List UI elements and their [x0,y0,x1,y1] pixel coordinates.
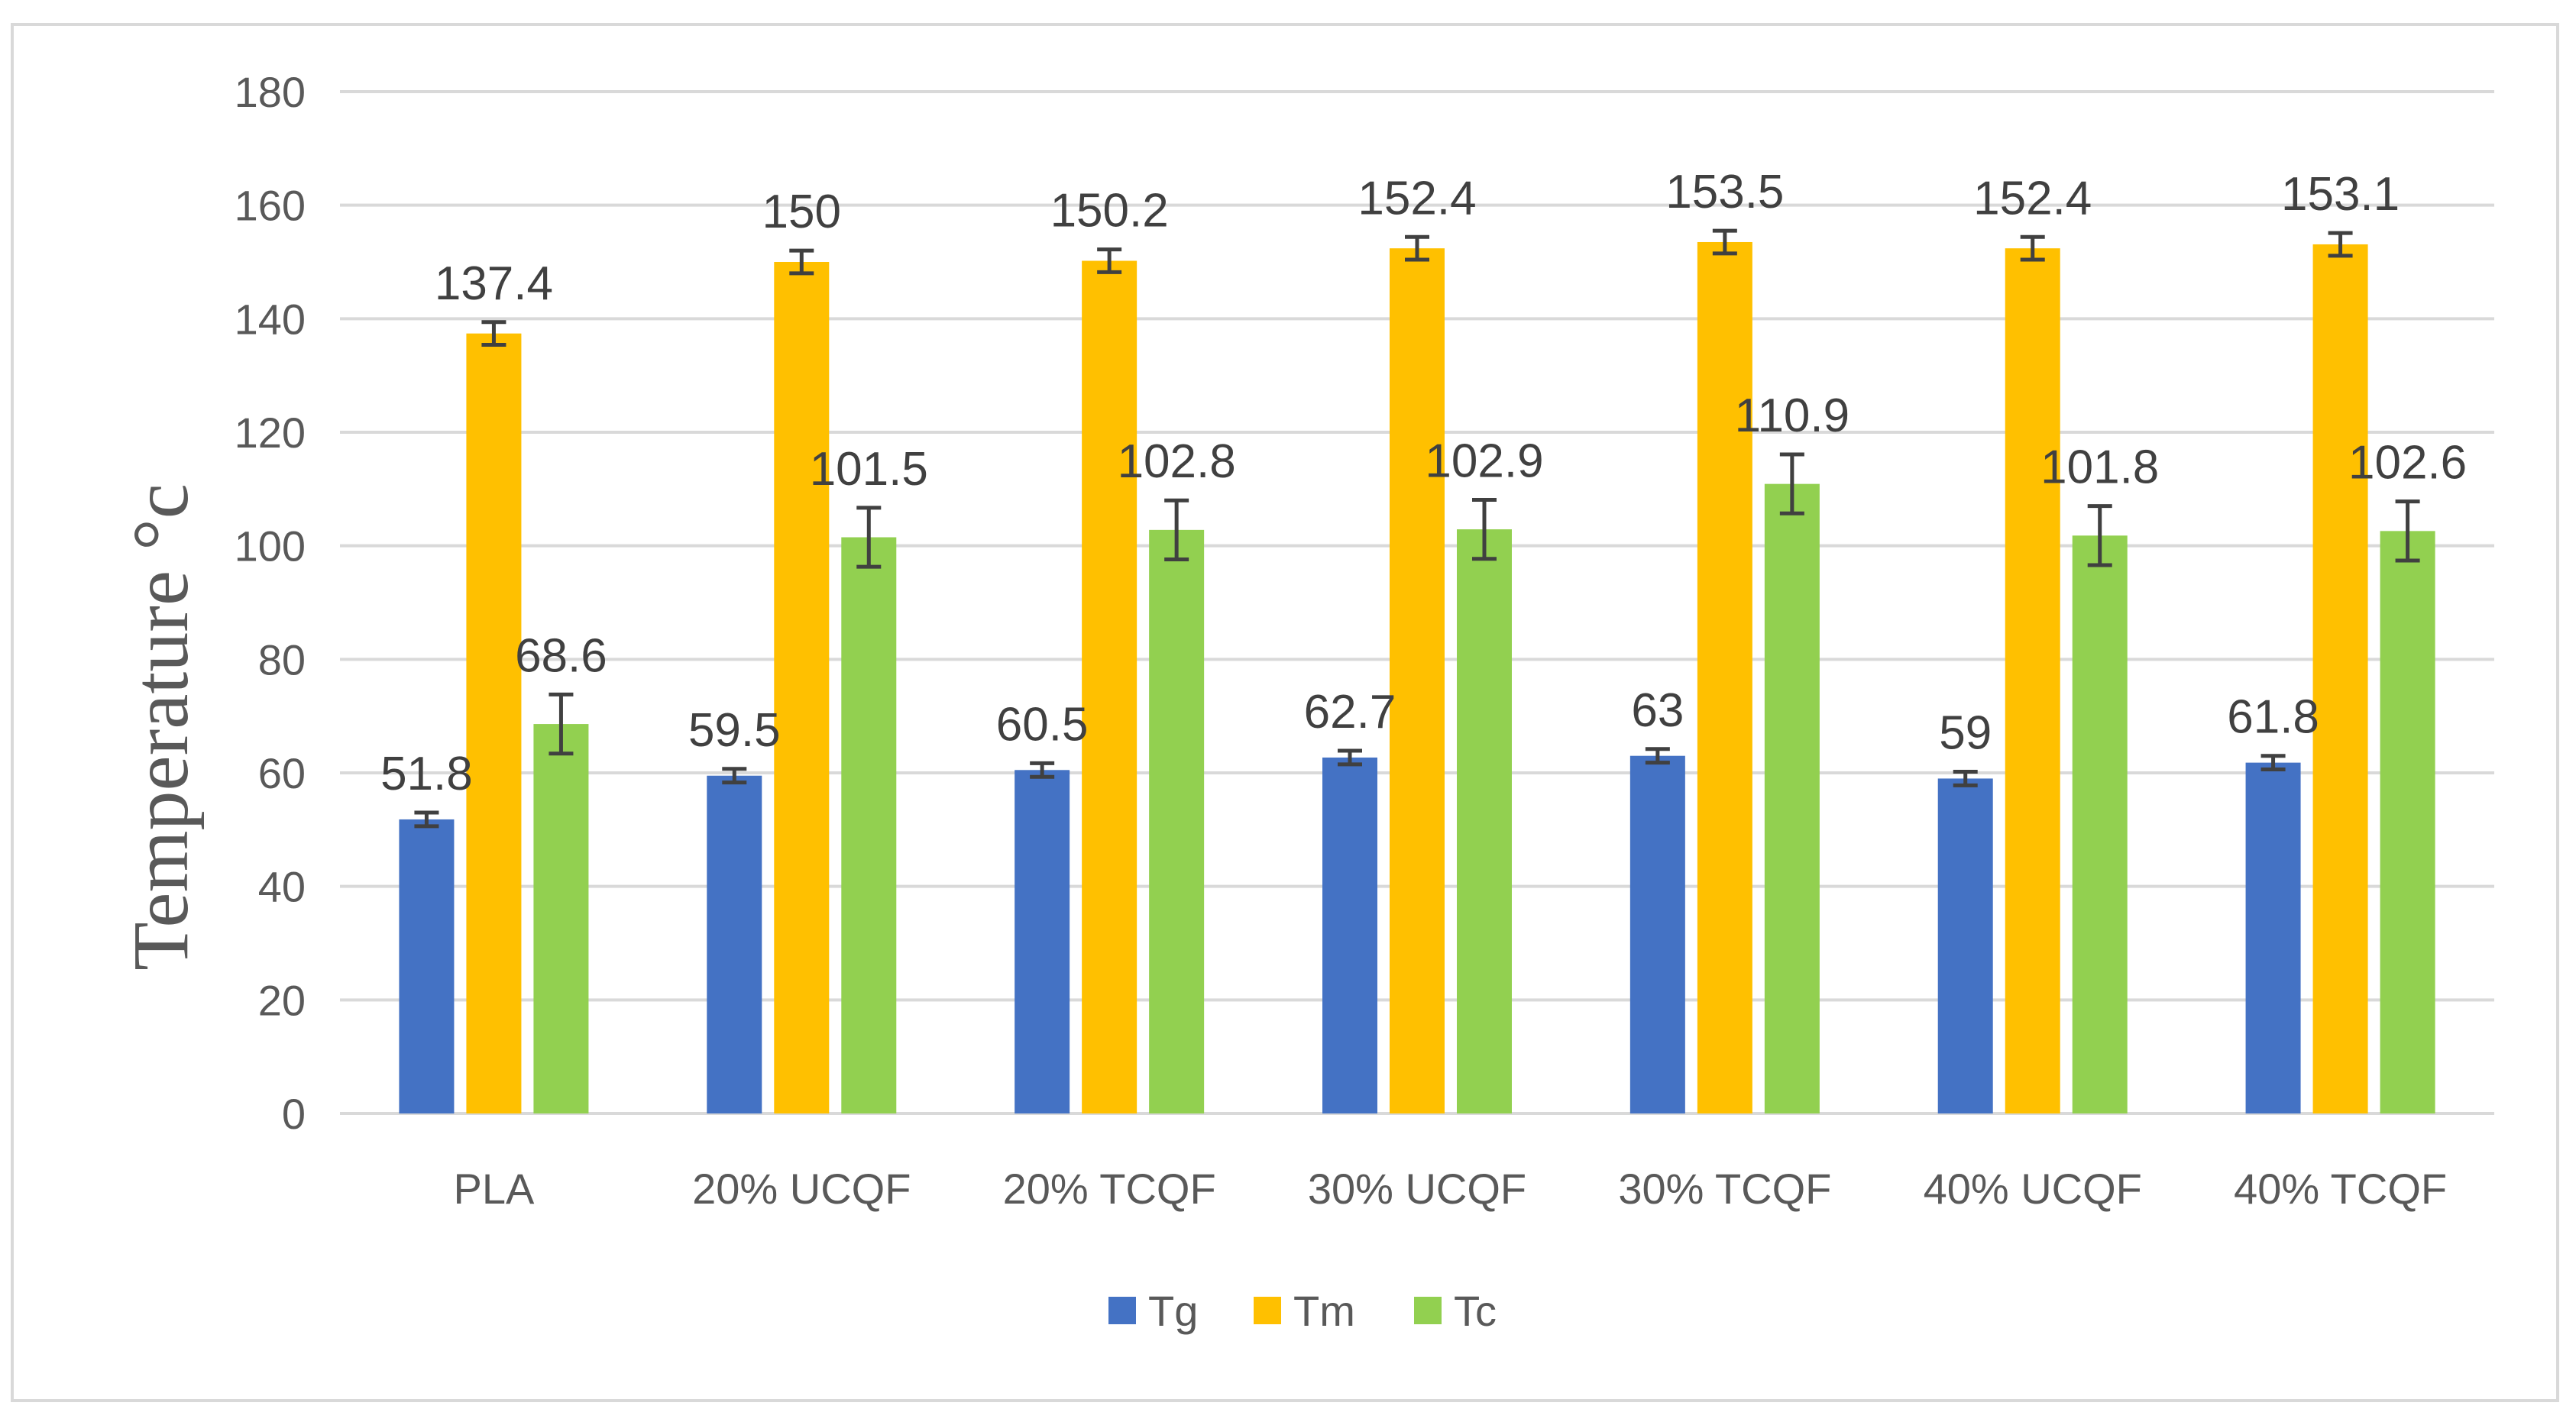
legend-swatch-tm [1254,1297,1281,1324]
data-label: 59 [1939,707,1992,760]
bar-tc [2380,531,2435,1113]
bar-tm [2312,244,2368,1113]
bar-tc [1764,483,1820,1113]
x-axis-categories: PLA 20% UCQF 20% TCQF 30% UCQF 30% TCQF 40% U… [453,1165,2447,1213]
y-tick-label: 80 [258,635,306,684]
bar-tg [1937,778,1993,1113]
y-tick-label: 60 [258,749,306,797]
legend-swatch-tc [1414,1297,1442,1324]
x-tick-label: 40% UCQF [1924,1165,2142,1213]
legend-swatch-tg [1108,1297,1136,1324]
data-label: 61.8 [2227,691,2319,744]
y-axis-title: Temperature °c [117,483,205,971]
x-tick-label: 30% UCQF [1308,1165,1526,1213]
y-tick-label: 0 [282,1090,306,1138]
gridlines [340,90,2494,1115]
x-tick-label: 20% UCQF [692,1165,911,1213]
data-label: 152.4 [1358,172,1476,225]
data-label: 150 [762,186,841,238]
data-label: 102.6 [2348,437,2467,490]
data-label: 51.8 [380,748,473,800]
data-label: 59.5 [688,704,781,757]
bar-tg [2245,762,2301,1113]
y-tick-label: 120 [235,409,306,457]
bar-tg [399,819,455,1113]
bar-tm [2005,248,2060,1113]
bar-tm [1082,260,1138,1114]
data-label: 63 [1631,684,1684,737]
bar-tg [1629,755,1685,1113]
bars [399,241,2435,1114]
data-label: 110.9 [1735,389,1850,442]
bar-tc [1149,529,1205,1113]
data-label: 153.5 [1665,166,1784,218]
data-label: 62.7 [1304,686,1396,738]
bar-tc [1457,529,1512,1113]
data-label: 152.4 [1973,172,2092,225]
data-label: 102.9 [1425,435,1543,487]
legend: Tg Tm Tc [1108,1287,1497,1335]
legend-label-tg: Tg [1148,1287,1198,1335]
bar-tm [1390,248,1445,1113]
y-tick-label: 160 [235,182,306,230]
legend-label-tc: Tc [1454,1287,1497,1335]
data-label: 150.2 [1050,185,1169,238]
bar-tm [774,262,830,1113]
data-label: 137.4 [435,257,553,310]
data-label: 101.8 [2040,441,2159,494]
y-tick-label: 140 [235,295,306,343]
data-label: 60.5 [996,698,1089,751]
data-label: 153.1 [2281,168,2400,221]
bar-tc [533,724,589,1113]
y-tick-label: 20 [258,976,306,1024]
x-tick-label: 30% TCQF [1618,1165,1831,1213]
chart-frame [11,23,2559,1402]
legend-label-tm: Tm [1293,1287,1355,1335]
bar-tm [466,333,522,1113]
data-label: 102.8 [1118,435,1236,488]
y-tick-label: 180 [235,68,306,116]
bar-tc [841,537,897,1113]
bar-tg [1322,757,1377,1113]
bar-tc [2072,535,2128,1113]
data-label: 101.5 [810,443,928,496]
x-tick-label: 20% TCQF [1003,1165,1216,1213]
data-label: 68.6 [515,629,607,682]
data-labels: 51.8 137.4 68.6 59.5 150 101.5 60.5 150.2 102.8 6… [380,166,2467,800]
y-tick-label: 100 [235,522,306,570]
x-tick-label: 40% TCQF [2234,1165,2447,1213]
bar-tg [1015,770,1070,1113]
y-axis-ticks: 0 20 40 60 80 100 120 140 160 180 [235,68,306,1138]
bar-tg [707,775,762,1113]
error-bars [414,228,2420,829]
y-tick-label: 40 [258,863,306,911]
x-tick-label: PLA [453,1165,534,1213]
bar-tm [1697,241,1752,1113]
